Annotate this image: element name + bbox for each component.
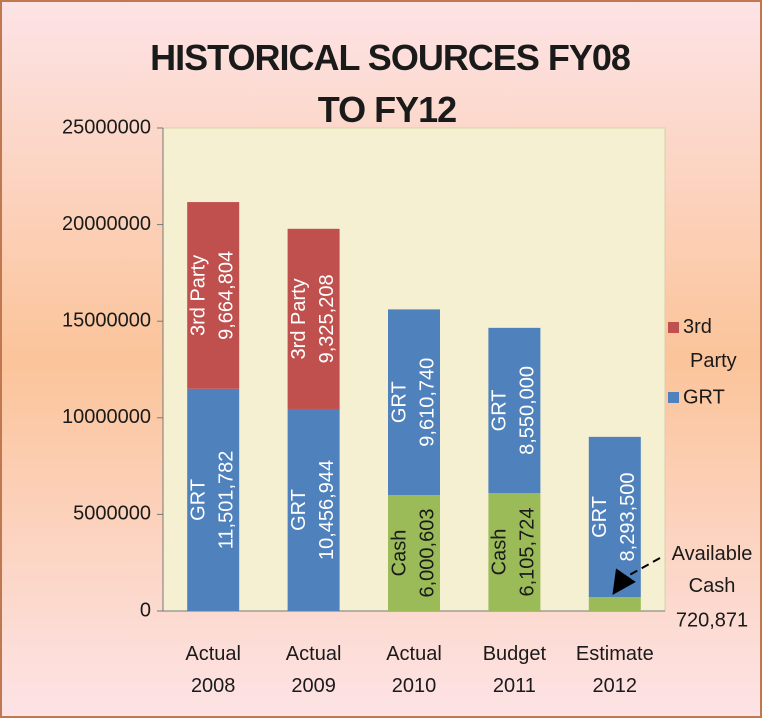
data-label: GRT 10,456,944 [288, 460, 338, 560]
bar-segment [388, 309, 440, 496]
bar-segment [488, 327, 541, 494]
data-label-name: GRT [288, 489, 310, 531]
data-label-name: 3rd Party [288, 278, 310, 359]
data-label-value: 11,501,782 [215, 451, 237, 550]
data-label: Cash 6,000,603 [388, 509, 438, 598]
bar-segment [287, 228, 340, 409]
x-tick-label: Estimate 2012 [576, 643, 654, 697]
data-label-name: GRT [589, 496, 611, 538]
data-label-name: GRT [187, 479, 209, 521]
annotation-arrow-head [612, 568, 636, 595]
bar-segment [588, 597, 641, 611]
legend-swatch [668, 322, 679, 333]
data-label-name: GRT [489, 390, 511, 432]
data-label-name: Cash [489, 529, 511, 576]
data-label-name: 3rd Party [187, 255, 209, 336]
y-tick-label: 15000000 [62, 309, 151, 331]
legend-swatch [668, 392, 679, 403]
data-label: 3rd Party 9,325,208 [288, 274, 338, 363]
y-tick-label: 25000000 [62, 116, 151, 138]
y-tick-label: 5000000 [73, 503, 151, 525]
x-tick-label: Actual 2010 [386, 643, 442, 697]
y-tick-label: 0 [140, 599, 151, 621]
annotation-value: 720,871 [676, 609, 748, 631]
data-label-name: GRT [388, 381, 410, 423]
x-tick-label: Actual 2008 [185, 643, 241, 697]
annotation-arrow [623, 557, 661, 579]
bar-segment [187, 388, 240, 611]
legend-label: GRT [683, 386, 725, 408]
bar-segment [187, 202, 240, 389]
data-label-value: 8,550,000 [517, 366, 539, 455]
data-label-name: Cash [388, 530, 410, 577]
data-label: GRT 11,501,782 [187, 451, 237, 550]
data-label: GRT 8,550,000 [489, 366, 539, 455]
data-label-value: 9,664,804 [215, 251, 237, 340]
data-label: 3rd Party 9,664,804 [187, 251, 237, 340]
data-label: GRT 8,293,500 [589, 472, 639, 561]
bar-segment [488, 493, 541, 611]
data-label-value: 9,325,208 [316, 274, 338, 363]
bar-segment [287, 408, 340, 611]
data-label-value: 10,456,944 [316, 460, 338, 560]
y-tick-label: 10000000 [62, 406, 151, 428]
data-label-value: 6,105,724 [517, 508, 539, 597]
chart-title: HISTORICAL SOURCES FY08 TO FY12 [150, 37, 630, 130]
x-tick-label: Budget 2011 [483, 643, 547, 697]
legend-label: 3rd Party [683, 316, 737, 372]
y-tick-label: 20000000 [62, 213, 151, 235]
data-label-value: 9,610,740 [416, 358, 438, 447]
x-tick-label: Actual 2009 [286, 643, 342, 697]
annotation: Available Cash [672, 543, 753, 597]
bar-segment [388, 495, 440, 611]
data-label-value: 8,293,500 [617, 472, 639, 561]
data-label-value: 6,000,603 [416, 509, 438, 598]
data-label: Cash 6,105,724 [489, 508, 539, 597]
data-label: GRT 9,610,740 [388, 358, 438, 447]
